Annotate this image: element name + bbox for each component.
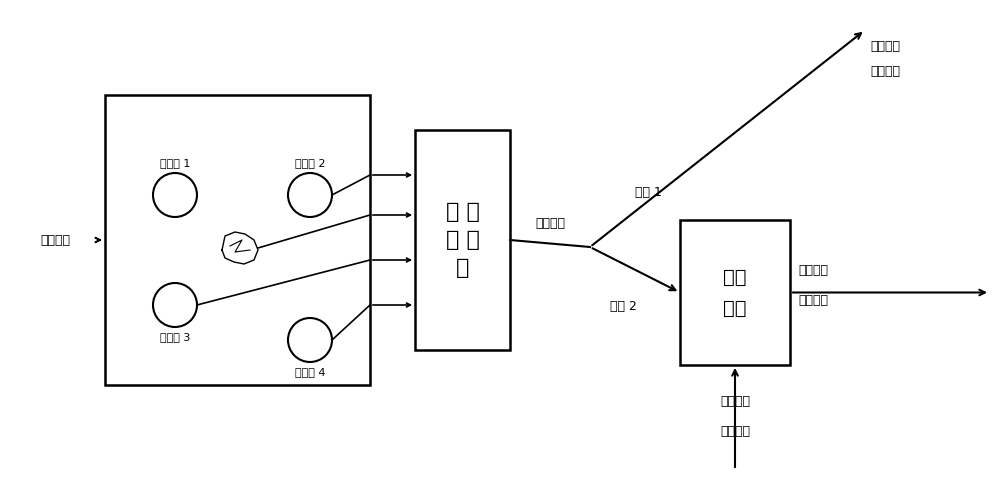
Bar	[105, 95, 370, 385]
Text: 传感器 3: 传感器 3	[160, 332, 190, 342]
Text: 传感器 4: 传感器 4	[295, 367, 325, 377]
Text: 转换模块: 转换模块	[798, 294, 828, 307]
Text: 分路 2: 分路 2	[610, 301, 637, 313]
Text: 分路 1: 分路 1	[635, 185, 662, 199]
Text: 电 荷
放 大
器: 电 荷 放 大 器	[446, 202, 479, 278]
Text: 触发模块: 触发模块	[870, 65, 900, 78]
Circle shape	[153, 173, 197, 217]
Text: 传感器 2: 传感器 2	[295, 158, 325, 168]
Text: 传感器 1: 传感器 1	[160, 158, 190, 168]
Text: 电路
开关: 电路 开关	[723, 267, 747, 318]
Text: 电压信号: 电压信号	[535, 217, 565, 230]
Bar	[415, 130, 510, 350]
Text: 冲击发生: 冲击发生	[40, 233, 70, 246]
Circle shape	[153, 283, 197, 327]
Text: 进入采样: 进入采样	[870, 40, 900, 53]
Circle shape	[288, 318, 332, 362]
Text: 进入信号: 进入信号	[798, 264, 828, 277]
Text: 模块控制: 模块控制	[720, 425, 750, 438]
Circle shape	[288, 173, 332, 217]
Text: 采样触发: 采样触发	[720, 395, 750, 408]
Bar	[680, 220, 790, 365]
